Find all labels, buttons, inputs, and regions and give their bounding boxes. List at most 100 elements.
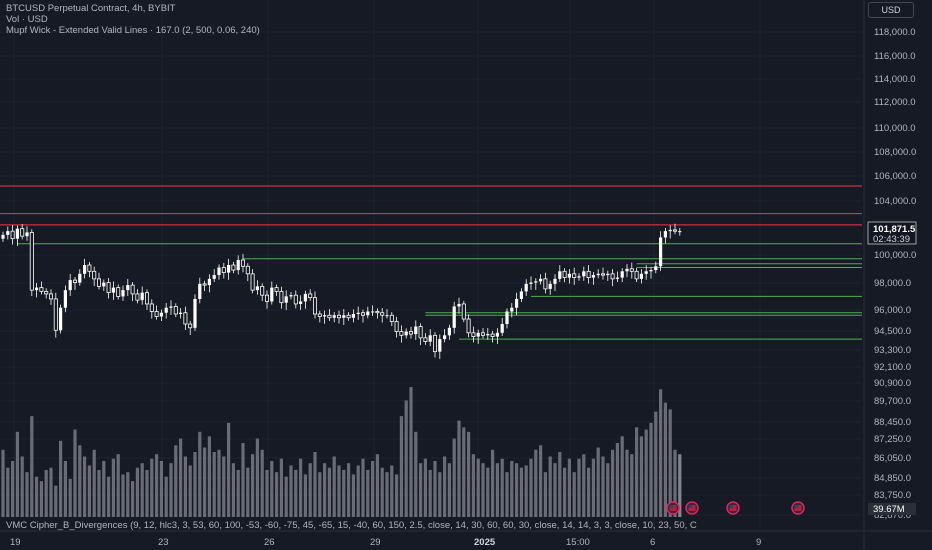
volume-bar (30, 416, 34, 517)
volume-bar (159, 460, 163, 517)
y-tick-label: 83,750.0 (874, 490, 911, 501)
candle-body (126, 285, 130, 291)
candle-body (25, 232, 29, 237)
candle-body (394, 321, 399, 332)
volume-legend[interactable]: Vol · USD (6, 14, 48, 25)
volume-bar (380, 467, 384, 517)
volume-bar (246, 467, 250, 517)
volume-bar (174, 445, 178, 517)
candle-body (663, 231, 667, 238)
volume-bar (337, 465, 341, 517)
candle-body (639, 273, 643, 279)
volume-bar (630, 454, 634, 517)
x-tick-label: 2025 (474, 537, 496, 548)
last-price-text: 101,871.5 (873, 224, 916, 235)
volume-bar (553, 463, 557, 517)
indicator-legend[interactable]: Mupf Wick - Extended Valid Lines · 167.0… (6, 25, 260, 36)
time-axis[interactable]: 19 23 26 29 2025 15:00 6 9 (0, 530, 932, 548)
volume-bar (255, 438, 259, 517)
candle-body (221, 267, 226, 273)
volume-bar (111, 458, 115, 517)
volume-bar (68, 478, 72, 517)
candle-body (408, 331, 413, 335)
candle-body (6, 231, 10, 235)
volume-bar (611, 449, 615, 517)
volume-bar (351, 474, 355, 517)
volume-bar (169, 463, 173, 517)
candle-body (231, 264, 236, 271)
candle-body (629, 268, 634, 272)
candle-body (634, 270, 639, 280)
volume-bar (462, 427, 466, 517)
y-tick-label: 90,900.0 (874, 378, 911, 389)
volume-bar (423, 458, 427, 517)
candle-body (476, 332, 480, 337)
event-markers[interactable] (666, 501, 805, 515)
flag-event-icon[interactable] (791, 501, 805, 515)
y-tick-label: 98,000.0 (874, 278, 911, 289)
volume-bar (92, 449, 96, 517)
candle-body (164, 307, 168, 313)
volume-bar (567, 458, 571, 517)
candle-body (649, 270, 653, 272)
y-tick-label: 100,000.0 (874, 250, 916, 261)
candle-body (327, 314, 332, 319)
volume-bar (510, 460, 514, 517)
candle-body (461, 303, 466, 320)
flag-event-icon[interactable] (666, 501, 680, 515)
volume-bar (625, 449, 629, 517)
volume-bar (500, 458, 504, 517)
candle-body (360, 312, 365, 316)
y-tick-label: 108,000.0 (874, 147, 916, 158)
candle-body (625, 268, 629, 272)
volume-bar (678, 454, 682, 517)
candle-body (245, 265, 250, 275)
candle-body (183, 312, 188, 325)
candle-body (548, 283, 552, 289)
volume-bar (15, 431, 19, 517)
candle-body (438, 339, 442, 352)
candle-body (87, 264, 92, 272)
x-tick-label: 6 (650, 537, 655, 548)
candle-body (447, 327, 451, 336)
volume-bar (587, 467, 591, 517)
chart-title[interactable]: BTCUSD Perpetual Contract, 4h, BYBIT (6, 3, 176, 14)
candle-body (567, 273, 571, 278)
volume-bar (635, 427, 639, 517)
candle-body (644, 271, 648, 274)
y-tick-label: 118,000.0 (874, 27, 916, 38)
volume-bar (332, 456, 336, 517)
volume-bar (375, 454, 379, 517)
volume-readout-text: 39.67M (873, 504, 905, 515)
candle-body (610, 273, 615, 280)
volume-bar (572, 472, 576, 517)
candle-body (250, 273, 255, 291)
candle-body (1, 234, 5, 239)
volume-bar (97, 469, 101, 517)
y-tick-label: 106,000.0 (874, 171, 916, 182)
y-tick-label: 88,450.0 (874, 417, 911, 428)
candle-body (510, 307, 514, 312)
volume-bar (371, 460, 375, 517)
volume-bar (356, 465, 360, 517)
candle-body (678, 231, 682, 233)
volume-bar (308, 463, 312, 517)
currency-button[interactable]: USD (868, 2, 914, 18)
candle-body (428, 335, 432, 342)
volume-bar (241, 443, 245, 517)
flag-event-icon[interactable] (726, 501, 740, 515)
volume-bar (265, 469, 269, 517)
candle-body (144, 292, 149, 305)
volume-bar (467, 431, 471, 517)
candle-body (121, 290, 125, 297)
flag-event-icon[interactable] (685, 501, 699, 515)
price-axis[interactable]: 118,000.0 116,000.0 114,000.0 112,000.0 110,… (863, 0, 916, 550)
volume-bar (486, 467, 490, 517)
volume-bar (236, 469, 240, 517)
candle-body (332, 315, 336, 318)
volume-bar (385, 472, 389, 517)
oscillator-legend[interactable]: VMC Cipher_B_Divergences (9, 12, hlc3, 3… (6, 520, 697, 531)
volume-bar (73, 429, 77, 517)
volume-bar (443, 456, 447, 517)
